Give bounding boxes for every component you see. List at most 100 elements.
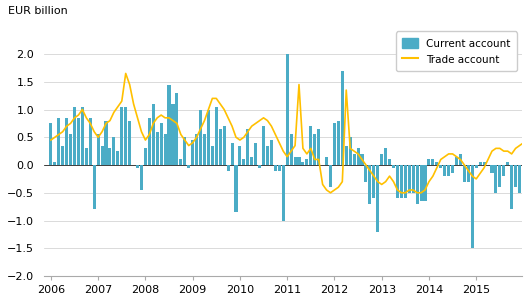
Bar	[124, 107, 127, 165]
Bar	[148, 118, 151, 165]
Bar	[97, 134, 99, 165]
Bar	[262, 126, 265, 165]
Legend: Current account, Trade account: Current account, Trade account	[396, 31, 517, 71]
Bar	[49, 124, 52, 165]
Bar	[199, 110, 202, 165]
Bar	[69, 134, 72, 165]
Bar	[294, 157, 297, 165]
Bar	[226, 165, 230, 171]
Bar	[286, 54, 289, 165]
Bar	[455, 157, 458, 165]
Bar	[463, 165, 466, 182]
Bar	[176, 93, 178, 165]
Bar	[266, 146, 269, 165]
Bar	[495, 165, 497, 193]
Bar	[506, 162, 509, 165]
Bar	[325, 157, 328, 165]
Bar	[443, 165, 446, 176]
Bar	[239, 146, 241, 165]
Bar	[353, 154, 355, 165]
Bar	[179, 159, 183, 165]
Bar	[305, 159, 308, 165]
Bar	[522, 132, 525, 165]
Bar	[231, 143, 234, 165]
Bar	[396, 165, 399, 198]
Bar	[384, 148, 387, 165]
Bar	[116, 151, 120, 165]
Bar	[297, 157, 300, 165]
Bar	[120, 107, 123, 165]
Bar	[144, 148, 147, 165]
Bar	[93, 165, 96, 209]
Bar	[439, 165, 442, 168]
Bar	[408, 165, 411, 193]
Bar	[404, 165, 407, 198]
Bar	[187, 165, 190, 168]
Bar	[156, 132, 159, 165]
Bar	[514, 165, 517, 187]
Bar	[234, 165, 238, 212]
Bar	[368, 165, 371, 204]
Bar	[376, 165, 379, 232]
Bar	[242, 159, 245, 165]
Bar	[412, 165, 415, 193]
Bar	[289, 134, 293, 165]
Bar	[195, 134, 198, 165]
Bar	[183, 137, 186, 165]
Bar	[388, 159, 391, 165]
Bar	[108, 148, 112, 165]
Bar	[211, 146, 214, 165]
Bar	[168, 85, 170, 165]
Bar	[258, 165, 261, 168]
Bar	[89, 118, 92, 165]
Bar	[400, 165, 403, 198]
Bar	[57, 118, 60, 165]
Bar	[526, 157, 529, 165]
Bar	[364, 165, 368, 182]
Bar	[333, 124, 336, 165]
Bar	[171, 104, 175, 165]
Bar	[490, 165, 494, 173]
Bar	[471, 165, 474, 248]
Bar	[510, 165, 513, 209]
Bar	[345, 146, 348, 165]
Bar	[278, 165, 281, 171]
Bar	[136, 165, 139, 168]
Bar	[247, 129, 249, 165]
Bar	[203, 134, 206, 165]
Bar	[215, 107, 218, 165]
Bar	[337, 120, 340, 165]
Bar	[81, 107, 84, 165]
Bar	[77, 118, 80, 165]
Bar	[360, 154, 363, 165]
Bar	[282, 165, 285, 220]
Bar	[128, 120, 131, 165]
Bar	[349, 137, 352, 165]
Bar	[309, 126, 312, 165]
Bar	[392, 165, 395, 168]
Bar	[518, 165, 521, 193]
Bar	[467, 165, 470, 182]
Bar	[250, 157, 253, 165]
Bar	[140, 165, 143, 190]
Bar	[254, 143, 257, 165]
Bar	[53, 162, 57, 165]
Bar	[160, 124, 163, 165]
Bar	[73, 107, 76, 165]
Bar	[372, 165, 376, 198]
Bar	[416, 165, 418, 204]
Bar	[313, 134, 316, 165]
Bar	[163, 134, 167, 165]
Bar	[502, 165, 505, 176]
Bar	[482, 162, 486, 165]
Bar	[459, 154, 462, 165]
Bar	[341, 71, 344, 165]
Bar	[451, 165, 454, 173]
Bar	[424, 165, 426, 201]
Bar	[329, 165, 332, 187]
Bar	[431, 159, 434, 165]
Bar	[270, 140, 273, 165]
Bar	[479, 162, 482, 165]
Bar	[317, 129, 320, 165]
Bar	[218, 129, 222, 165]
